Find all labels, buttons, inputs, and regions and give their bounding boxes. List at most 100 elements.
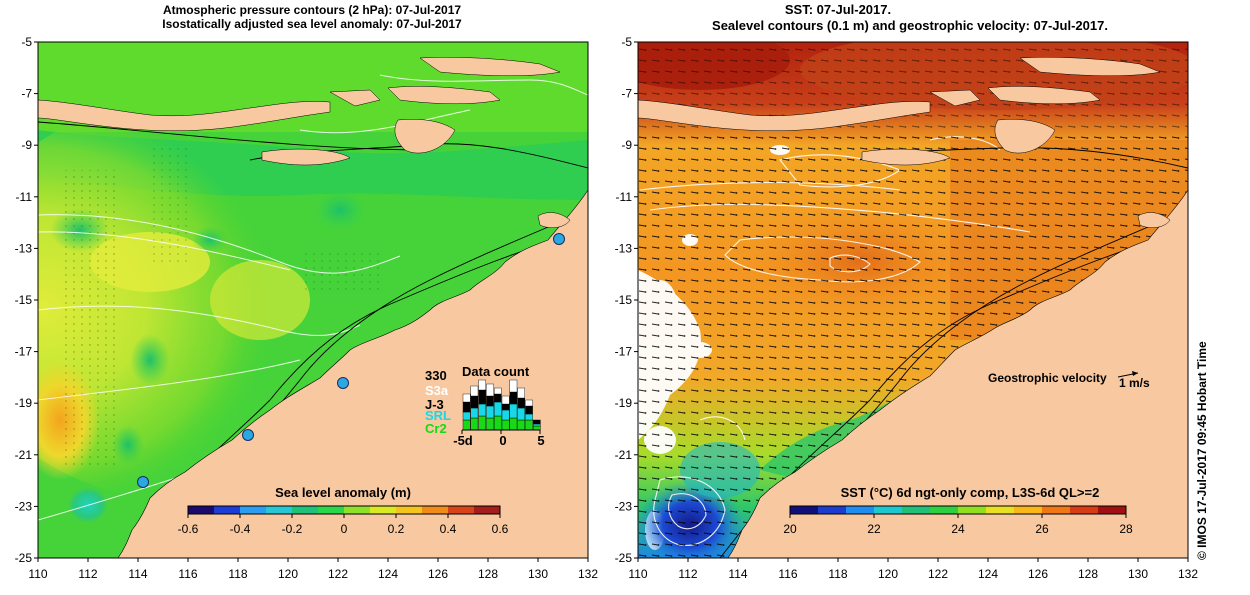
data-count-bar-s3a xyxy=(494,387,502,395)
sla-colorbar-ticks: -0.6 -0.4 -0.2 0 0.2 0.4 0.6 xyxy=(178,514,509,536)
tide-gauge-marker xyxy=(242,429,254,441)
legend-s3a: S3a xyxy=(425,383,449,398)
data-count-bar-cr2 xyxy=(501,419,510,431)
lon-tick-label: 130 xyxy=(528,567,548,581)
lon-tick-label: 128 xyxy=(1078,567,1098,581)
colorbar-swatch xyxy=(930,506,959,514)
colorbar-swatch xyxy=(958,506,987,514)
lat-tick-label: -19 xyxy=(15,396,33,410)
lon-tick-label: 132 xyxy=(1178,567,1198,581)
data-count-bar-cr2 xyxy=(470,417,479,431)
lon-tick-label: 122 xyxy=(328,567,348,581)
data-count-bar-j3 xyxy=(462,401,471,413)
tide-gauge-marker xyxy=(337,377,349,389)
lon-tick-label: 120 xyxy=(278,567,298,581)
lon-tick-label: 124 xyxy=(378,567,398,581)
data-count-bar-j3 xyxy=(517,397,525,409)
lat-tick-label: -21 xyxy=(15,448,33,462)
lon-tick-label: 122 xyxy=(928,567,948,581)
data-count-bar-cr2 xyxy=(517,419,525,431)
lon-tick-label: 118 xyxy=(828,567,847,581)
lon-tick-label: 130 xyxy=(1128,567,1148,581)
data-count-bar-cr2 xyxy=(486,417,494,431)
sst-map: Geostrophic velocity 1 m/s SST (°C) 6d n… xyxy=(638,42,1188,558)
lat-tick-label: -9 xyxy=(621,138,632,152)
right-title-line1: SST: 07-Jul-2017. xyxy=(785,2,891,17)
left-panel: Atmospheric pressure contours (2 hPa): 0… xyxy=(15,3,599,581)
colorbar-swatch xyxy=(1070,506,1099,514)
velocity-legend: Geostrophic velocity 1 m/s xyxy=(988,371,1150,390)
data-count-bar-s3a xyxy=(517,387,525,399)
data-count-bar-cr2 xyxy=(494,415,502,431)
colorbar-swatch xyxy=(214,506,241,514)
colorbar-swatch xyxy=(396,506,423,514)
colorbar-tick-label: 0 xyxy=(341,522,348,536)
colorbar-swatch xyxy=(318,506,345,514)
lon-tick-label: 128 xyxy=(478,567,498,581)
colorbar-swatch xyxy=(846,506,875,514)
lon-tick-label: 120 xyxy=(878,567,898,581)
data-count-bar-s3a xyxy=(486,383,494,397)
lat-tick-label: -15 xyxy=(15,293,33,307)
data-count-bar-srl xyxy=(494,401,502,417)
colorbar-swatch xyxy=(188,506,215,514)
lat-tick-label: -7 xyxy=(621,87,632,101)
data-count-bar-j3 xyxy=(509,391,518,405)
data-count-bar-srl xyxy=(478,403,487,417)
right-australia-land xyxy=(727,189,1188,558)
lat-tick-label: -17 xyxy=(15,345,33,359)
data-count-bar-s3a xyxy=(509,379,518,393)
data-count-number: 330 xyxy=(425,368,447,383)
right-indonesia-islands xyxy=(638,57,1171,228)
data-count-bar-cr2 xyxy=(509,417,518,431)
colorbar-swatch xyxy=(370,506,397,514)
lat-tick-label: -9 xyxy=(21,138,32,152)
data-count-bar-j3 xyxy=(494,393,502,403)
sla-colorbar-label: Sea level anomaly (m) xyxy=(275,485,411,500)
data-count-bar-srl xyxy=(462,411,471,421)
tide-gauge-marker xyxy=(553,233,565,245)
colorbar-tick-label: 22 xyxy=(867,522,881,536)
lat-tick-label: -25 xyxy=(615,551,633,565)
colorbar-swatch xyxy=(344,506,371,514)
data-count-bar-j3 xyxy=(501,403,510,411)
lon-tick-label: 124 xyxy=(978,567,998,581)
lon-tick-label: 126 xyxy=(428,567,448,581)
right-title-line2: Sealevel contours (0.1 m) and geostrophi… xyxy=(712,18,1108,33)
data-count-tick-zero: 0 xyxy=(499,433,506,448)
right-panel: SST: 07-Jul-2017. Sealevel contours (0.1… xyxy=(615,2,1199,581)
colorbar-tick-label: 26 xyxy=(1035,522,1049,536)
lat-tick-label: -15 xyxy=(615,293,633,307)
lat-tick-label: -11 xyxy=(616,190,633,204)
data-count-bar-cr2 xyxy=(478,415,487,431)
lat-tick-label: -19 xyxy=(615,396,633,410)
right-axis-ticks: -5 -7 -9 -11 -13 -15 -17 -19 -21 -23 -25 110 112 114 1… xyxy=(615,35,1199,581)
data-count-bar-j3 xyxy=(486,395,494,407)
data-count-bar-j3 xyxy=(478,389,487,405)
lon-tick-label: 126 xyxy=(1028,567,1048,581)
colorbar-swatch xyxy=(1014,506,1043,514)
data-count-bar-s3a xyxy=(525,399,533,407)
legend-cr2: Cr2 xyxy=(425,421,447,436)
lat-tick-label: -13 xyxy=(15,241,33,255)
lat-tick-label: -23 xyxy=(615,499,633,513)
left-title-line2: Isostatically adjusted sea level anomaly… xyxy=(162,17,462,31)
data-count-bar-j3 xyxy=(533,419,541,425)
lat-tick-label: -23 xyxy=(15,499,33,513)
colorbar-tick-label: 0.2 xyxy=(388,522,405,536)
colorbar-tick-label: 24 xyxy=(951,522,965,536)
data-count-tick-end: 5 xyxy=(537,433,544,448)
sea-level-anomaly-map: 330 Data count S3a J-3 SRL Cr2 -5d 0 5 S… xyxy=(38,42,588,558)
lat-tick-label: -5 xyxy=(21,35,32,49)
lon-tick-label: 110 xyxy=(28,567,47,581)
colorbar-tick-label: 20 xyxy=(783,522,797,536)
data-count-bar-srl xyxy=(501,409,510,421)
lon-tick-label: 114 xyxy=(128,567,147,581)
data-count-bar-j3 xyxy=(470,395,479,409)
lat-tick-label: -11 xyxy=(16,190,33,204)
data-count-bar-s3a xyxy=(470,385,479,397)
colorbar-swatch xyxy=(240,506,267,514)
data-count-bar-srl xyxy=(486,405,494,419)
sst-colorbar-ticks: 20 22 24 26 28 xyxy=(783,514,1133,536)
